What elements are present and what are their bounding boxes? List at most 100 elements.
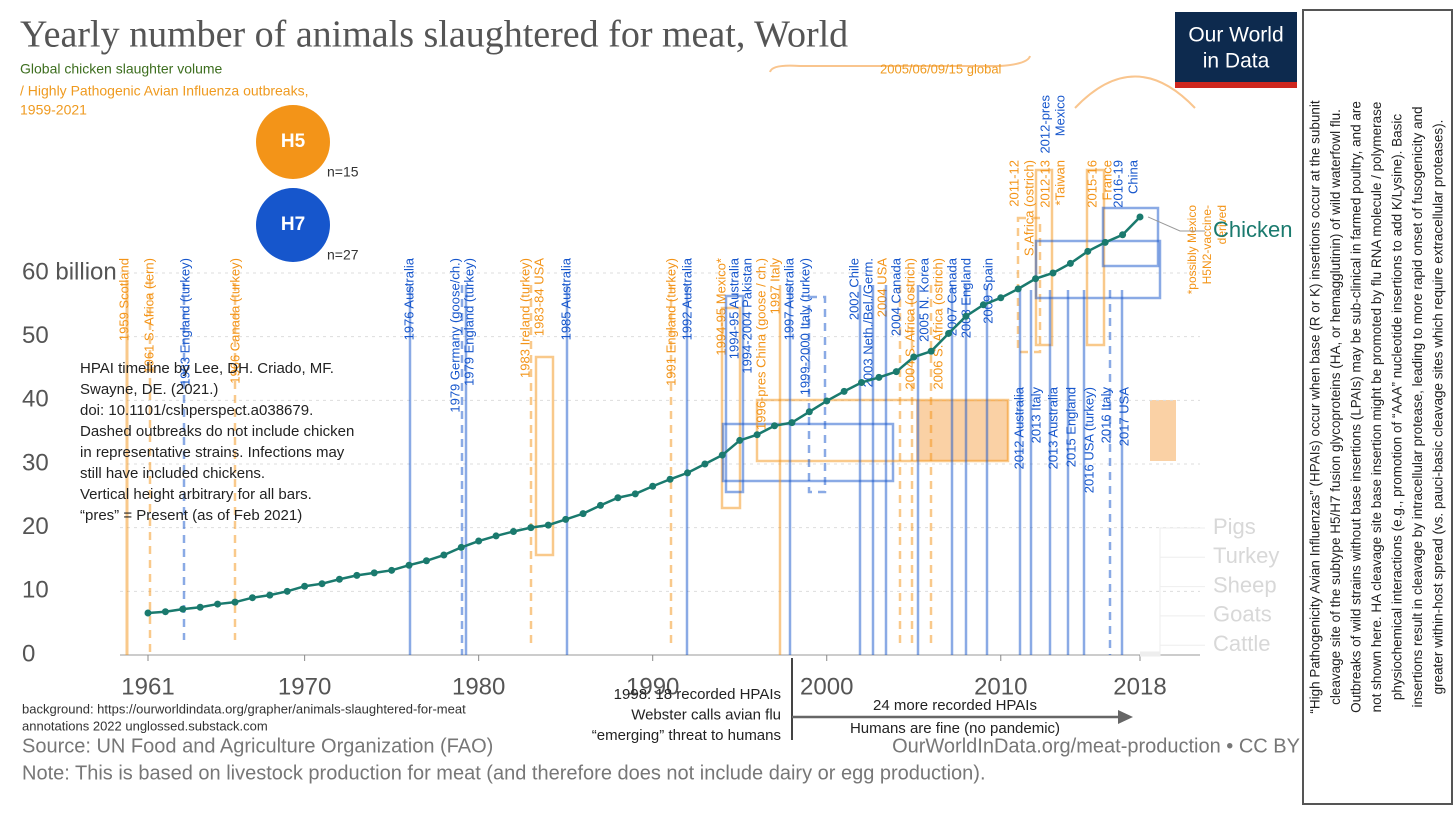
badge bbox=[256, 188, 330, 262]
data-point bbox=[788, 419, 796, 427]
faded-series-label: Sheep bbox=[1213, 572, 1277, 597]
side-note-text: not shown here. HA cleavage site base in… bbox=[1369, 102, 1384, 713]
faded-connector bbox=[1140, 556, 1205, 654]
data-point bbox=[196, 603, 204, 611]
arrow-text: Humans are fine (no pandemic) bbox=[850, 720, 1060, 737]
logo-text: Our World bbox=[1188, 24, 1283, 47]
bracket bbox=[769, 55, 1031, 73]
badge bbox=[256, 105, 330, 179]
y-tick-label: 60 billion bbox=[22, 258, 117, 285]
faded-series-label: Goats bbox=[1213, 602, 1272, 627]
data-point bbox=[161, 608, 169, 616]
outbreak-box bbox=[720, 306, 742, 510]
outbreak-label: 1999-2000 Italy (turkey) bbox=[797, 258, 812, 395]
note-text: still have included chickens. bbox=[80, 465, 265, 482]
y-tick-label: 0 bbox=[22, 640, 35, 667]
outbreak-box bbox=[1016, 216, 1042, 354]
side-note-text: insertions result in cleavage by intrace… bbox=[1410, 106, 1425, 707]
data-point bbox=[457, 543, 465, 551]
side-note-text: greater within-host spread (vs. pauci-ba… bbox=[1431, 120, 1446, 695]
faded-connector bbox=[1140, 644, 1205, 657]
note-text: Dashed outbreaks do not include chicken bbox=[80, 423, 354, 440]
outbreak-label: S.Africa (ostrich) bbox=[1021, 160, 1036, 256]
data-point bbox=[736, 436, 744, 444]
data-point bbox=[509, 527, 517, 535]
data-point bbox=[422, 557, 430, 565]
data-point bbox=[144, 609, 152, 617]
y-tick-label: 50 bbox=[22, 322, 49, 349]
data-point bbox=[440, 551, 448, 559]
data-point bbox=[858, 378, 866, 386]
data-point bbox=[475, 537, 483, 545]
data-point bbox=[614, 494, 622, 502]
faded-series-label: Turkey bbox=[1213, 543, 1279, 568]
data-point bbox=[1119, 231, 1127, 239]
outbreak-label: 2006 S. Africa (ostrich) bbox=[930, 258, 945, 390]
badge-count: n=27 bbox=[327, 247, 359, 263]
arrowhead bbox=[1118, 710, 1133, 724]
bracket bbox=[1074, 75, 1196, 109]
event-text: “emerging” threat to humans bbox=[592, 727, 781, 744]
side-note-text: cleavage site of the subtype H5/H7 fusio… bbox=[1328, 109, 1343, 705]
data-point bbox=[718, 451, 726, 459]
outbreak-label: 2012-13 bbox=[1037, 160, 1052, 208]
outbreak-label: 2016 Italy bbox=[1098, 387, 1113, 444]
outbreak-label: 2012 Australia bbox=[1011, 386, 1026, 469]
data-point bbox=[684, 469, 692, 477]
outbreak-label: China bbox=[1125, 159, 1140, 194]
data-point bbox=[527, 524, 535, 532]
y-tick-label: 30 bbox=[22, 449, 49, 476]
note-text: doi: 10.1101/cshperspect.a038679. bbox=[80, 402, 313, 419]
data-point bbox=[962, 312, 970, 320]
x-tick-label: 2000 bbox=[800, 673, 853, 700]
outbreak-label: 2016-19 bbox=[1110, 160, 1125, 208]
logo-text: in Data bbox=[1203, 50, 1270, 73]
data-point bbox=[283, 587, 291, 595]
outbreak-label: 2016 USA (turkey) bbox=[1081, 387, 1096, 493]
outbreak-label: 1997 Italy bbox=[767, 258, 782, 315]
note-text: Vertical height arbitrary for all bars. bbox=[80, 486, 312, 503]
outbreak-label: 2013 Australia bbox=[1045, 386, 1060, 469]
outbreak-box bbox=[807, 295, 827, 494]
outbreak-label: 1994-95 Mexico* bbox=[713, 258, 728, 356]
data-point bbox=[318, 580, 326, 588]
outbreak-label: 1983 Ireland (turkey) bbox=[517, 258, 532, 378]
outbreak-label: 2008 England bbox=[958, 258, 973, 338]
faded-connector bbox=[1140, 615, 1205, 656]
footnote: Note: This is based on livestock product… bbox=[22, 762, 986, 784]
data-point bbox=[823, 397, 831, 405]
data-point bbox=[214, 600, 222, 608]
data-point bbox=[649, 482, 657, 490]
outbreak-box bbox=[724, 294, 745, 494]
chart-title: Yearly number of animals slaughtered for… bbox=[20, 14, 848, 56]
event-text: Webster calls avian flu bbox=[631, 706, 781, 723]
label-connector bbox=[1147, 216, 1205, 232]
data-point bbox=[910, 353, 918, 361]
outbreak-label: 2007 Canada bbox=[944, 257, 959, 336]
outbreak-label: 1997 Australia bbox=[781, 257, 796, 340]
outbreak-label: 2011-12 bbox=[1006, 160, 1021, 207]
outbreak-label: 1983-84 USA bbox=[531, 258, 546, 336]
outbreak-label: 1985 Australia bbox=[558, 257, 573, 340]
data-point bbox=[701, 460, 709, 468]
outbreak-label: 1976 Australia bbox=[401, 257, 416, 340]
data-point bbox=[1066, 259, 1074, 267]
data-point bbox=[805, 408, 813, 416]
data-point bbox=[927, 347, 935, 355]
data-point bbox=[1014, 285, 1022, 293]
faded-series-label: Cattle bbox=[1213, 631, 1270, 656]
outbreak-label: H5N2-vaccine- bbox=[1200, 205, 1214, 284]
y-tick-label: 40 bbox=[22, 386, 49, 413]
outbreak-label: 2012-pres bbox=[1037, 95, 1052, 154]
data-point bbox=[666, 475, 674, 483]
logo-bar bbox=[1175, 82, 1297, 88]
data-point bbox=[388, 566, 396, 574]
outbreak-label: 1961 S. Africa (tern) bbox=[141, 258, 156, 374]
data-point bbox=[579, 510, 587, 518]
outbreak-box bbox=[534, 355, 555, 557]
data-point bbox=[771, 422, 779, 430]
side-note-text: Outbreaks of wild strains without base i… bbox=[1349, 101, 1364, 713]
url: OurWorldInData.org/meat-production • CC … bbox=[892, 735, 1300, 757]
data-point bbox=[945, 329, 953, 337]
